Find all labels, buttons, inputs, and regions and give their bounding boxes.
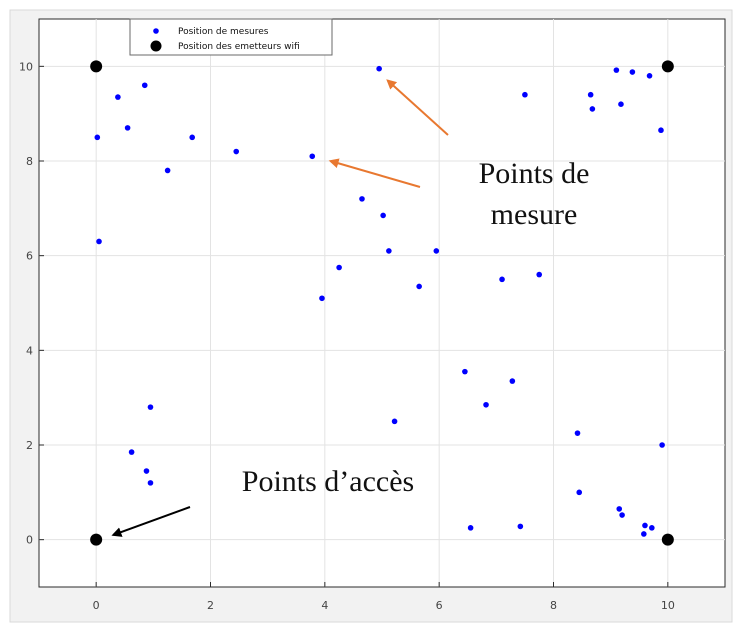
annotation-measurement-arrow [386, 79, 449, 136]
annotation-measurement-text: mesure [491, 198, 578, 231]
y-tick-label: 2 [26, 439, 33, 452]
measurement-point [629, 69, 636, 75]
measurement-point [141, 82, 148, 89]
legend-marker-wifi [150, 40, 162, 52]
measurement-point [509, 378, 516, 384]
annotation-access-points: Points d’accès [111, 465, 414, 537]
legend-box [129, 18, 333, 56]
measurement-point [659, 442, 665, 448]
measurement-point [359, 196, 365, 202]
x-tick-label: 0 [93, 599, 100, 612]
measurement-point [649, 525, 655, 531]
annotation-measurement-arrow [328, 158, 421, 188]
annotations: Points de mesure Points d’accès [111, 79, 590, 537]
annotation-measurement-text: Points de [479, 157, 590, 190]
measurement-point [147, 480, 154, 486]
x-tick-label: 8 [550, 599, 557, 612]
measurement-point [522, 91, 528, 98]
measurement-point [336, 264, 342, 271]
y-tick-label: 8 [26, 155, 33, 168]
wifi-emitter-point [661, 60, 674, 73]
measurement-point [613, 67, 620, 73]
wifi-emitter-point [661, 533, 674, 546]
measurement-point [462, 368, 468, 375]
measurement-point [164, 167, 171, 174]
measurement-point [483, 401, 489, 408]
grid-lines [39, 19, 725, 587]
measurement-point [309, 153, 316, 160]
measurement-point [391, 418, 398, 425]
measurement-point [641, 531, 647, 537]
measurement-point [416, 283, 422, 290]
wifi-emitter-point [90, 533, 103, 546]
measurement-point [536, 271, 543, 278]
measurement-point [616, 506, 623, 512]
measurement-point [319, 295, 325, 302]
measurement-point [467, 525, 474, 531]
measurement-point [96, 238, 102, 245]
measurement-point [619, 512, 625, 518]
measurement-point [376, 65, 382, 72]
measurement-point [499, 276, 505, 283]
legend-marker-measurement [153, 28, 159, 34]
y-tick-label: 0 [26, 534, 33, 547]
x-tick-label: 2 [207, 599, 214, 612]
measurement-point [618, 101, 624, 107]
annotation-access-points-text: Points d’accès [242, 465, 414, 498]
measurement-point [517, 523, 524, 530]
measurement-point [433, 248, 440, 254]
measurement-point [658, 127, 664, 134]
measurement-point [576, 489, 583, 496]
legend: Position de mesures Position des emetteu… [129, 18, 333, 56]
measurement-point [587, 91, 594, 98]
measurement-point [115, 94, 121, 100]
legend-label-wifi: Position des emetteurs wifi [178, 42, 300, 52]
x-tick-label: 4 [321, 599, 328, 612]
measurement-point [589, 106, 596, 112]
y-tick-label: 6 [26, 250, 33, 263]
measurement-point [147, 404, 154, 410]
wifi-emitter-point [90, 60, 103, 73]
measurement-point [642, 522, 648, 529]
measurement-point [143, 468, 150, 474]
measurement-point [233, 148, 240, 155]
plot-area [38, 18, 726, 588]
measurement-point [574, 430, 581, 436]
measurement-point [128, 449, 135, 455]
x-tick-label: 10 [661, 599, 675, 612]
annotation-access-points-arrow [111, 506, 191, 537]
measurement-point [380, 212, 386, 219]
legend-label-measurement: Position de mesures [178, 27, 269, 37]
y-tick-label: 10 [19, 60, 33, 73]
axis-ticks: 0 2 4 6 8 10 0 2 4 6 8 10 [19, 60, 675, 612]
measurement-point [386, 248, 392, 254]
measurement-point [124, 125, 131, 131]
x-tick-label: 6 [436, 599, 443, 612]
data-points [90, 60, 674, 546]
annotation-measurement: Points de mesure [328, 79, 590, 231]
y-tick-label: 4 [26, 344, 33, 357]
measurement-point [646, 73, 653, 79]
measurement-point [189, 134, 196, 141]
measurement-point [94, 134, 101, 141]
